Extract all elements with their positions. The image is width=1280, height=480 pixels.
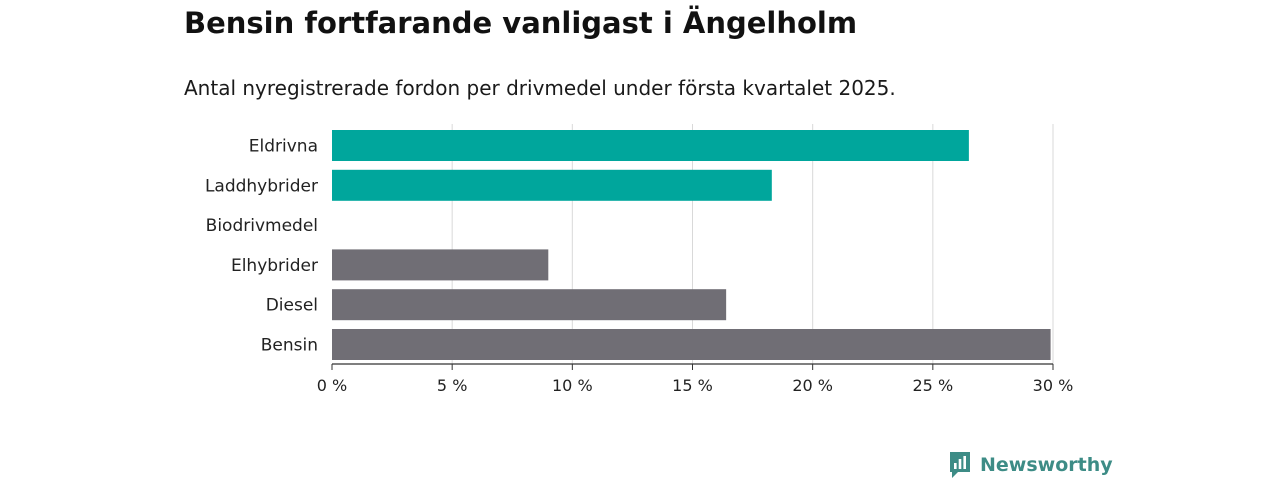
category-label: Eldrivna <box>249 137 318 157</box>
x-axis: 0 % 5 % 10 % 15 % 20 % 25 % 30 % <box>317 363 1074 395</box>
bar <box>332 130 969 161</box>
x-tick-label: 15 % <box>672 376 713 395</box>
newsworthy-logo: Newsworthy <box>948 450 1113 480</box>
bar <box>332 249 549 281</box>
x-tick-label: 30 % <box>1033 376 1074 395</box>
category-label: Laddhybrider <box>205 176 318 196</box>
bar <box>332 169 772 201</box>
category-label: Elhybrider <box>231 256 318 276</box>
bars <box>332 130 1051 360</box>
bar <box>332 329 1051 360</box>
chart-title: Bensin fortfarande vanligast i Ängelholm <box>184 6 858 40</box>
category-labels: Eldrivna Laddhybrider Biodrivmedel Elhybrid… <box>205 137 318 356</box>
x-tick-label: 5 % <box>437 376 467 395</box>
x-tick-label: 20 % <box>792 376 833 395</box>
x-tick-label: 25 % <box>913 376 954 395</box>
x-tick-label: 0 % <box>317 376 347 395</box>
grid-lines <box>451 124 1054 364</box>
bar <box>332 289 727 321</box>
brand-name: Newsworthy <box>980 454 1113 476</box>
chart-subtitle: Antal nyregistrerade fordon per drivmede… <box>184 76 896 100</box>
x-tick-label: 10 % <box>552 376 593 395</box>
category-label: Bensin <box>261 336 318 356</box>
category-label: Biodrivmedel <box>206 216 318 236</box>
newsworthy-logo-icon <box>950 452 970 478</box>
category-label: Diesel <box>266 296 318 316</box>
bar-chart: 0 % 5 % 10 % 15 % 20 % 25 % 30 % Eldrivna Laddh… <box>205 124 1074 395</box>
